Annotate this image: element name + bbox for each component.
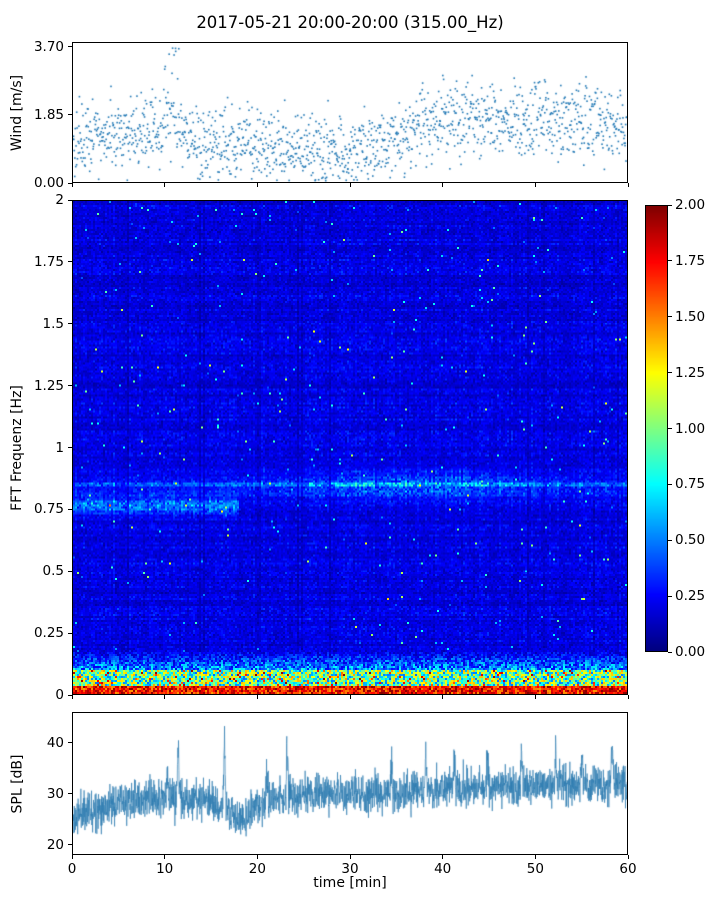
x-tick-label: 10 xyxy=(156,861,174,877)
y-tick-mark xyxy=(68,323,72,325)
y-tick-label: 1.5 xyxy=(42,315,64,332)
spl-line-plot xyxy=(72,712,628,855)
y-tick-mark xyxy=(68,742,72,744)
x-tick-mark xyxy=(164,695,166,699)
x-tick-mark xyxy=(627,695,629,699)
x-tick-mark xyxy=(349,183,351,187)
x-tick-mark xyxy=(256,183,258,187)
colorbar-tick-label: 1.75 xyxy=(675,252,706,269)
y-tick-mark xyxy=(68,199,72,201)
colorbar-tick-label: 0.50 xyxy=(675,532,706,549)
colorbar-tick-label: 1.25 xyxy=(675,364,706,381)
y-tick-mark xyxy=(68,508,72,510)
y-tick-label: 40 xyxy=(46,734,64,751)
y-tick-label: 3.70 xyxy=(33,38,64,55)
x-tick-mark xyxy=(442,183,444,187)
colorbar-tick-label: 0.00 xyxy=(675,644,706,660)
colorbar-tick-label: 0.75 xyxy=(675,476,706,493)
y-tick-label: 1.75 xyxy=(33,253,64,270)
y-tick-label: 0 xyxy=(55,687,64,703)
y-tick-mark xyxy=(68,46,72,48)
x-tick-mark xyxy=(164,855,166,859)
colorbar-canvas xyxy=(646,206,667,651)
x-tick-mark xyxy=(442,695,444,699)
y-tick-label: 0.25 xyxy=(33,625,64,642)
colorbar xyxy=(645,205,668,652)
colorbar-tick-mark xyxy=(668,595,672,597)
y-tick-mark xyxy=(68,182,72,184)
figure-title: 2017-05-21 20:00-20:00 (315.00_Hz) xyxy=(196,13,504,32)
colorbar-tick-mark xyxy=(668,372,672,374)
x-tick-mark xyxy=(627,855,629,859)
spl-y-axis-label-text: SPL [dB] xyxy=(9,754,25,813)
y-tick-label: 0.75 xyxy=(33,501,64,518)
x-tick-label: 0 xyxy=(67,861,77,877)
colorbar-tick-label: 2.00 xyxy=(675,197,706,213)
x-tick-label: 40 xyxy=(434,861,452,877)
time-x-axis-label: time [min] xyxy=(313,875,387,891)
colorbar-tick-mark xyxy=(668,651,672,653)
x-tick-label: 30 xyxy=(341,861,359,877)
x-tick-mark xyxy=(534,695,536,699)
colorbar-tick-mark xyxy=(668,428,672,429)
y-tick-mark xyxy=(68,385,72,387)
x-tick-mark xyxy=(71,855,73,859)
wind-scatter-plot xyxy=(72,42,628,183)
y-tick-mark xyxy=(68,694,72,696)
y-tick-label: 1.25 xyxy=(33,377,64,394)
y-tick-label: 1 xyxy=(55,439,64,456)
colorbar-tick-label: 1.50 xyxy=(675,308,706,325)
x-tick-label: 60 xyxy=(619,861,637,877)
y-tick-mark xyxy=(68,261,72,263)
spectrogram-canvas xyxy=(73,201,627,694)
y-tick-label: 1.85 xyxy=(33,106,64,123)
x-tick-mark xyxy=(256,695,258,699)
spl-line-canvas xyxy=(73,713,627,854)
y-tick-mark xyxy=(68,632,72,634)
y-tick-label: 0.5 xyxy=(42,563,64,580)
y-tick-mark xyxy=(68,447,72,448)
colorbar-tick-mark xyxy=(668,204,672,206)
x-tick-mark xyxy=(71,695,73,699)
x-tick-mark xyxy=(534,855,536,859)
x-tick-label: 20 xyxy=(248,861,266,877)
spectrogram-plot xyxy=(72,200,628,695)
y-tick-label: 2 xyxy=(55,192,64,208)
y-tick-mark xyxy=(68,570,72,572)
x-tick-mark xyxy=(442,855,444,859)
y-tick-label: 30 xyxy=(46,785,64,802)
x-tick-label: 50 xyxy=(526,861,544,877)
x-tick-mark xyxy=(71,183,73,187)
x-tick-mark xyxy=(534,183,536,187)
x-tick-mark xyxy=(349,855,351,859)
colorbar-tick-mark xyxy=(668,539,672,541)
x-tick-mark xyxy=(256,855,258,859)
spl-y-axis-label: SPL [dB] xyxy=(4,712,30,855)
y-tick-mark xyxy=(68,844,72,846)
colorbar-tick-mark xyxy=(668,483,672,485)
colorbar-tick-label: 0.25 xyxy=(675,588,706,605)
wind-scatter-canvas xyxy=(73,43,627,182)
y-tick-label: 0.00 xyxy=(33,175,64,191)
colorbar-tick-mark xyxy=(668,316,672,318)
colorbar-tick-mark xyxy=(668,260,672,262)
x-tick-mark xyxy=(627,183,629,187)
colorbar-tick-label: 1.00 xyxy=(675,420,706,437)
x-tick-mark xyxy=(164,183,166,187)
x-tick-mark xyxy=(349,695,351,699)
y-tick-mark xyxy=(68,793,72,795)
y-tick-mark xyxy=(68,114,72,116)
y-tick-label: 20 xyxy=(46,836,64,853)
